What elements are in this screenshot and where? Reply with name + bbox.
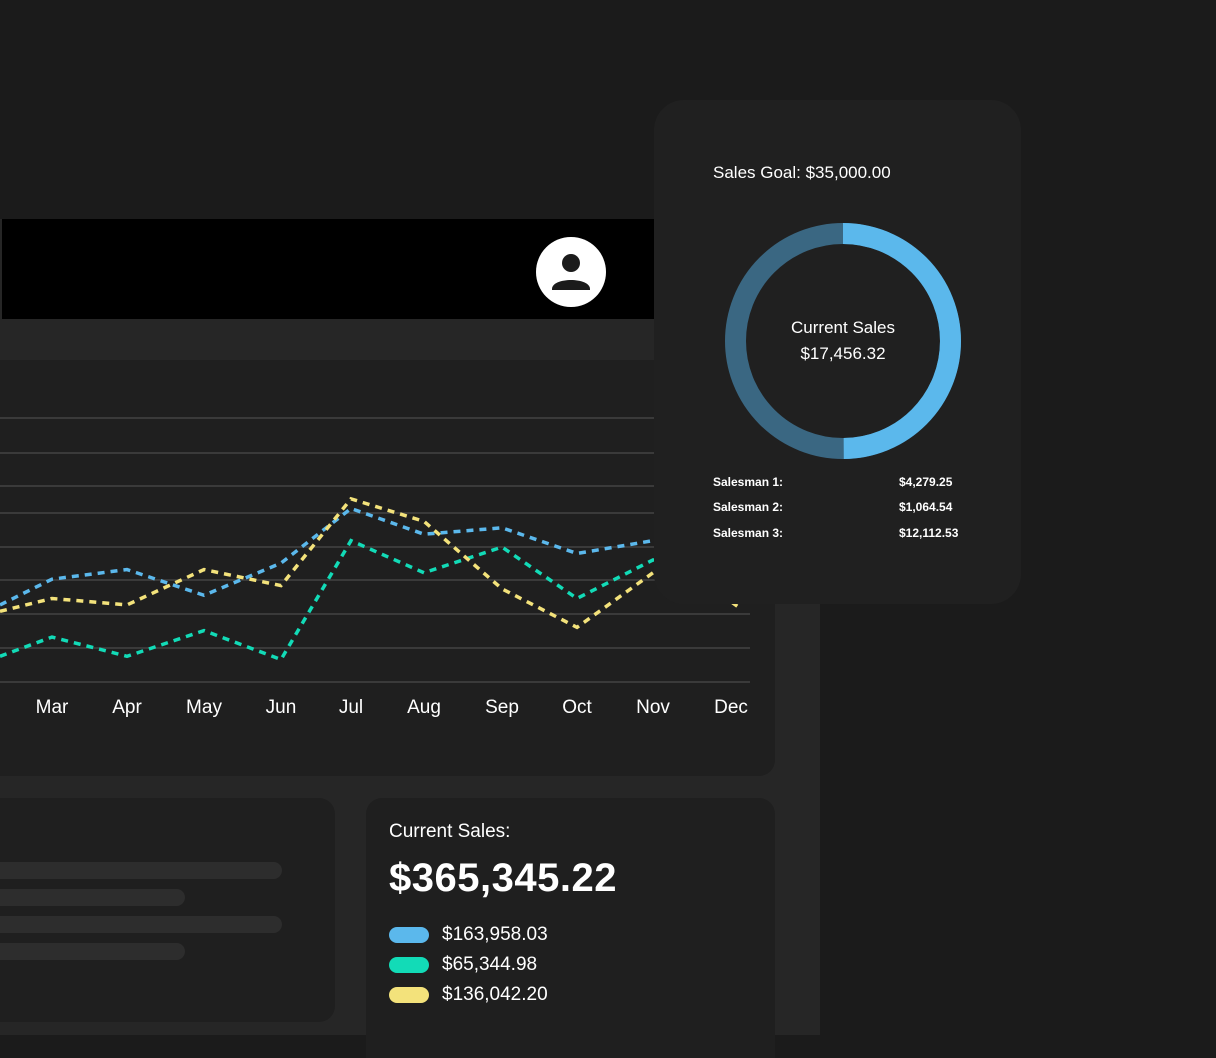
goal-donut-chart: [725, 223, 961, 459]
skeleton-line: [0, 862, 282, 879]
sales-goal-title: Sales Goal: $35,000.00: [713, 163, 891, 182]
x-tick-label: Sep: [485, 697, 519, 718]
salesman-value: $12,112.53: [899, 526, 959, 540]
salesman-label: Salesman 2:: [713, 500, 784, 514]
legend-item: $163,958.03: [389, 924, 548, 946]
placeholder-card: [0, 798, 335, 1022]
legend-value: $65,344.98: [442, 954, 538, 975]
salesman-value: $4,279.25: [899, 475, 953, 489]
sales-goal-card: Sales Goal: $35,000.00 Current Sales $17…: [654, 100, 1021, 604]
x-tick-label: Jul: [339, 697, 363, 718]
skeleton-line: [0, 943, 185, 960]
legend-value: $163,958.03: [442, 924, 548, 945]
legend-swatch: [389, 927, 429, 943]
x-tick-label: May: [186, 697, 222, 718]
sales-line-chart: Mar Apr May Jun Jul Aug Sep Oct Nov Dec: [0, 417, 750, 718]
legend-item: $136,042.20: [389, 984, 548, 1006]
donut-center: Current Sales $17,456.32: [725, 315, 961, 367]
current-sales-title: Current Sales:: [389, 821, 511, 842]
x-tick-label: Apr: [112, 697, 142, 718]
x-tick-label: Oct: [562, 697, 592, 718]
legend-swatch: [389, 987, 429, 1003]
salesman-label: Salesman 1:: [713, 475, 784, 489]
x-tick-label: Aug: [407, 697, 441, 718]
x-tick-label: Jun: [266, 697, 297, 718]
x-tick-label: Mar: [36, 697, 69, 718]
series-line-2: [0, 538, 742, 662]
sales-chart-card: [0, 360, 775, 776]
x-tick-label: Nov: [636, 697, 670, 718]
donut-center-value: $17,456.32: [800, 344, 886, 363]
series-line-3: [0, 496, 742, 630]
user-avatar-button[interactable]: [536, 237, 606, 307]
salesman-label: Salesman 3:: [713, 526, 784, 540]
legend-swatch: [389, 957, 429, 973]
donut-progress: [725, 223, 961, 459]
legend-value: $136,042.20: [442, 984, 548, 1005]
skeleton-line: [0, 916, 282, 933]
donut-center-label: Current Sales: [791, 318, 895, 337]
salesman-value: $1,064.54: [899, 500, 953, 514]
current-sales-total: $365,345.22: [389, 856, 617, 900]
series-line-1: [0, 506, 742, 607]
x-tick-label: Dec: [714, 697, 748, 718]
legend-item: $65,344.98: [389, 954, 537, 976]
current-sales-card: Current Sales: $365,345.22 $163,958.03 $…: [366, 798, 775, 1058]
skeleton-line: [0, 889, 185, 906]
user-avatar-icon: [552, 254, 590, 290]
